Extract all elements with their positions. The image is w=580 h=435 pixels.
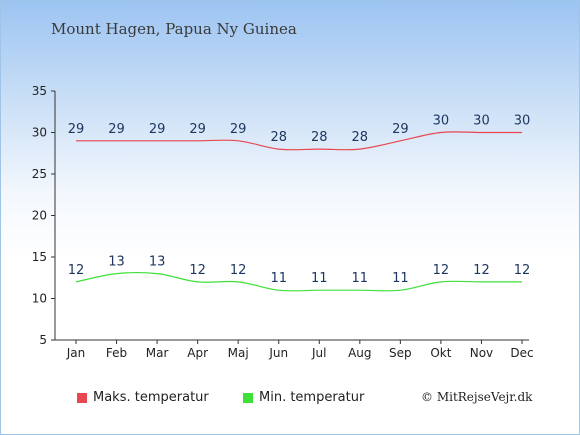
- data-label-max: 29: [392, 122, 409, 137]
- y-tick-label: 20: [32, 209, 47, 223]
- data-label-max: 28: [311, 130, 328, 145]
- data-label-min: 12: [68, 263, 85, 278]
- y-tick-label: 25: [32, 167, 47, 181]
- x-tick-label: Dec: [510, 346, 533, 360]
- y-tick-label: 35: [32, 84, 47, 98]
- series-line-min: [75, 271, 522, 292]
- x-tick-label: Mar: [146, 346, 169, 360]
- y-tick-label: 5: [39, 333, 47, 347]
- data-label-max: 29: [68, 122, 85, 137]
- data-label-min: 12: [514, 263, 531, 278]
- credit-text: © MitRejseVejr.dk: [421, 390, 533, 404]
- data-label-max: 29: [108, 122, 125, 137]
- chart-title: Mount Hagen, Papua Ny Guinea: [51, 20, 297, 38]
- x-tick-label: Jul: [311, 346, 326, 360]
- x-tick-label: Okt: [430, 346, 451, 360]
- data-label-max: 28: [270, 130, 287, 145]
- x-tick-label: Jun: [268, 346, 288, 360]
- data-label-max: 29: [230, 122, 247, 137]
- data-label-max: 29: [189, 122, 206, 137]
- x-tick-label: Feb: [106, 346, 127, 360]
- x-tick-label: Sep: [389, 346, 412, 360]
- data-label-min: 11: [311, 271, 328, 286]
- x-tick-label: Apr: [187, 346, 208, 360]
- x-tick-label: Maj: [228, 346, 249, 360]
- data-label-max: 30: [433, 114, 450, 129]
- data-label-min: 12: [433, 263, 450, 278]
- x-tick-label: Aug: [348, 346, 371, 360]
- data-label-min: 11: [270, 271, 287, 286]
- data-label-min: 13: [108, 255, 125, 270]
- data-label-min: 12: [230, 263, 247, 278]
- data-label-min: 11: [392, 271, 409, 286]
- data-label-max: 30: [473, 114, 490, 129]
- y-tick-label: 15: [32, 250, 47, 264]
- y-tick-label: 10: [32, 292, 47, 306]
- data-label-max: 30: [514, 114, 531, 129]
- data-label-min: 12: [473, 263, 490, 278]
- data-label-max: 29: [149, 122, 166, 137]
- data-label-min: 12: [189, 263, 206, 278]
- data-label-max: 28: [352, 130, 369, 145]
- x-tick-label: Jan: [66, 346, 86, 360]
- data-label-min: 11: [352, 271, 369, 286]
- series-line-max: [76, 131, 522, 151]
- x-tick-label: Nov: [470, 346, 493, 360]
- data-label-min: 13: [149, 255, 166, 270]
- y-tick-label: 30: [32, 126, 47, 140]
